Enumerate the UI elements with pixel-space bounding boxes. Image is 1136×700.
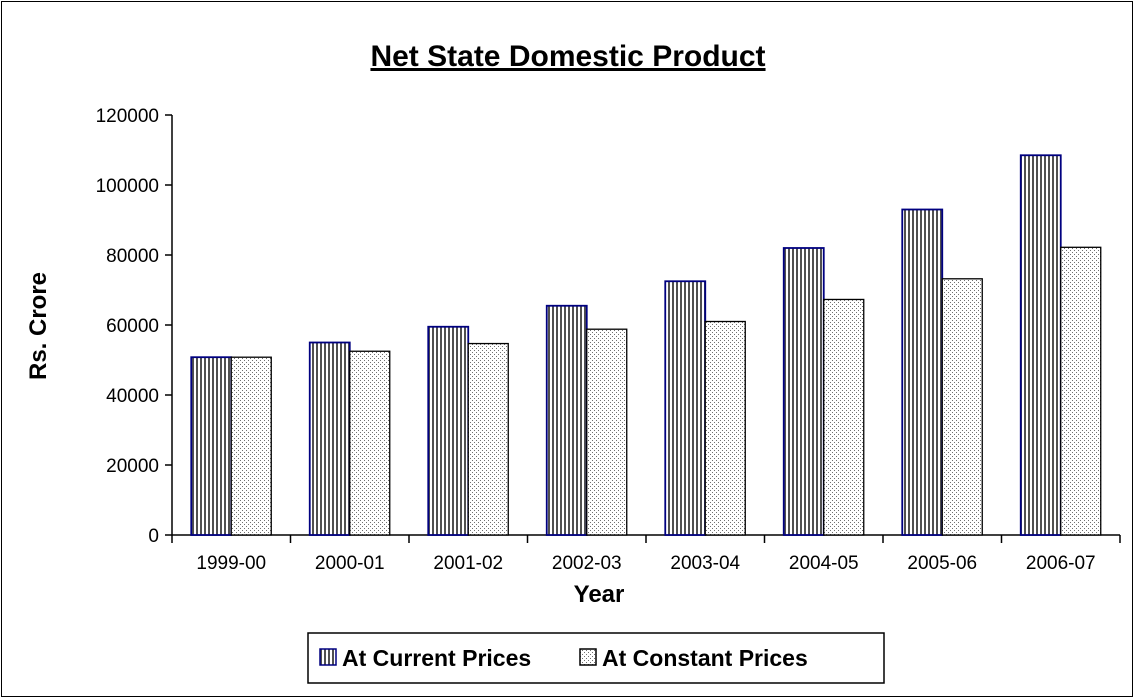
bar-constant-prices: [704, 320, 746, 536]
y-axis-label: Rs. Crore: [25, 272, 52, 380]
y-tick-label: 100000: [96, 176, 159, 197]
legend-label-current: At Current Prices: [342, 645, 531, 671]
y-tick-label: 20000: [106, 456, 159, 477]
x-tick-label: 1999-00: [196, 553, 266, 574]
y-tick-label: 60000: [106, 316, 159, 337]
plot-area: 0 20000 40000 60000 80000 100000 120000 1999-00…: [96, 106, 1121, 574]
x-tick-label: 2002-03: [552, 553, 622, 574]
bar-constant-prices: [230, 356, 272, 536]
bar-constant-prices: [349, 350, 391, 536]
y-tick-label: 40000: [106, 386, 159, 407]
y-tick-label: 80000: [106, 246, 159, 267]
legend-label-constant: At Constant Prices: [602, 645, 808, 671]
x-tick-label: 2004-05: [789, 553, 859, 574]
bar-current-prices: [901, 208, 944, 536]
bar-current-prices: [308, 341, 351, 536]
y-tick-label: 0: [148, 526, 159, 547]
bar-constant-prices: [823, 298, 865, 536]
bar-constant-prices: [1060, 246, 1102, 536]
x-tick-label: 2005-06: [907, 553, 977, 574]
x-tick-label: 2001-02: [433, 553, 503, 574]
legend: At Current Prices At Constant Prices: [307, 632, 885, 684]
bar-current-prices: [190, 356, 233, 536]
bar-current-prices: [664, 280, 707, 536]
bar-current-prices: [782, 247, 825, 536]
y-tick-label: 120000: [96, 106, 159, 127]
bar-constant-prices: [586, 328, 628, 536]
bar-current-prices: [1019, 154, 1062, 536]
chart-title: Net State Domestic Product: [370, 40, 765, 73]
x-axis-label: Year: [574, 581, 625, 608]
legend-swatch-current: [319, 648, 337, 666]
legend-swatch-constant: [579, 648, 597, 666]
bar-constant-prices: [467, 342, 509, 536]
bar-current-prices: [545, 304, 588, 536]
x-tick-label: 2006-07: [1026, 553, 1096, 574]
x-tick-label: 2000-01: [315, 553, 385, 574]
x-tick-label: 2003-04: [670, 553, 740, 574]
bar-constant-prices: [941, 278, 983, 536]
bar-current-prices: [427, 325, 470, 536]
